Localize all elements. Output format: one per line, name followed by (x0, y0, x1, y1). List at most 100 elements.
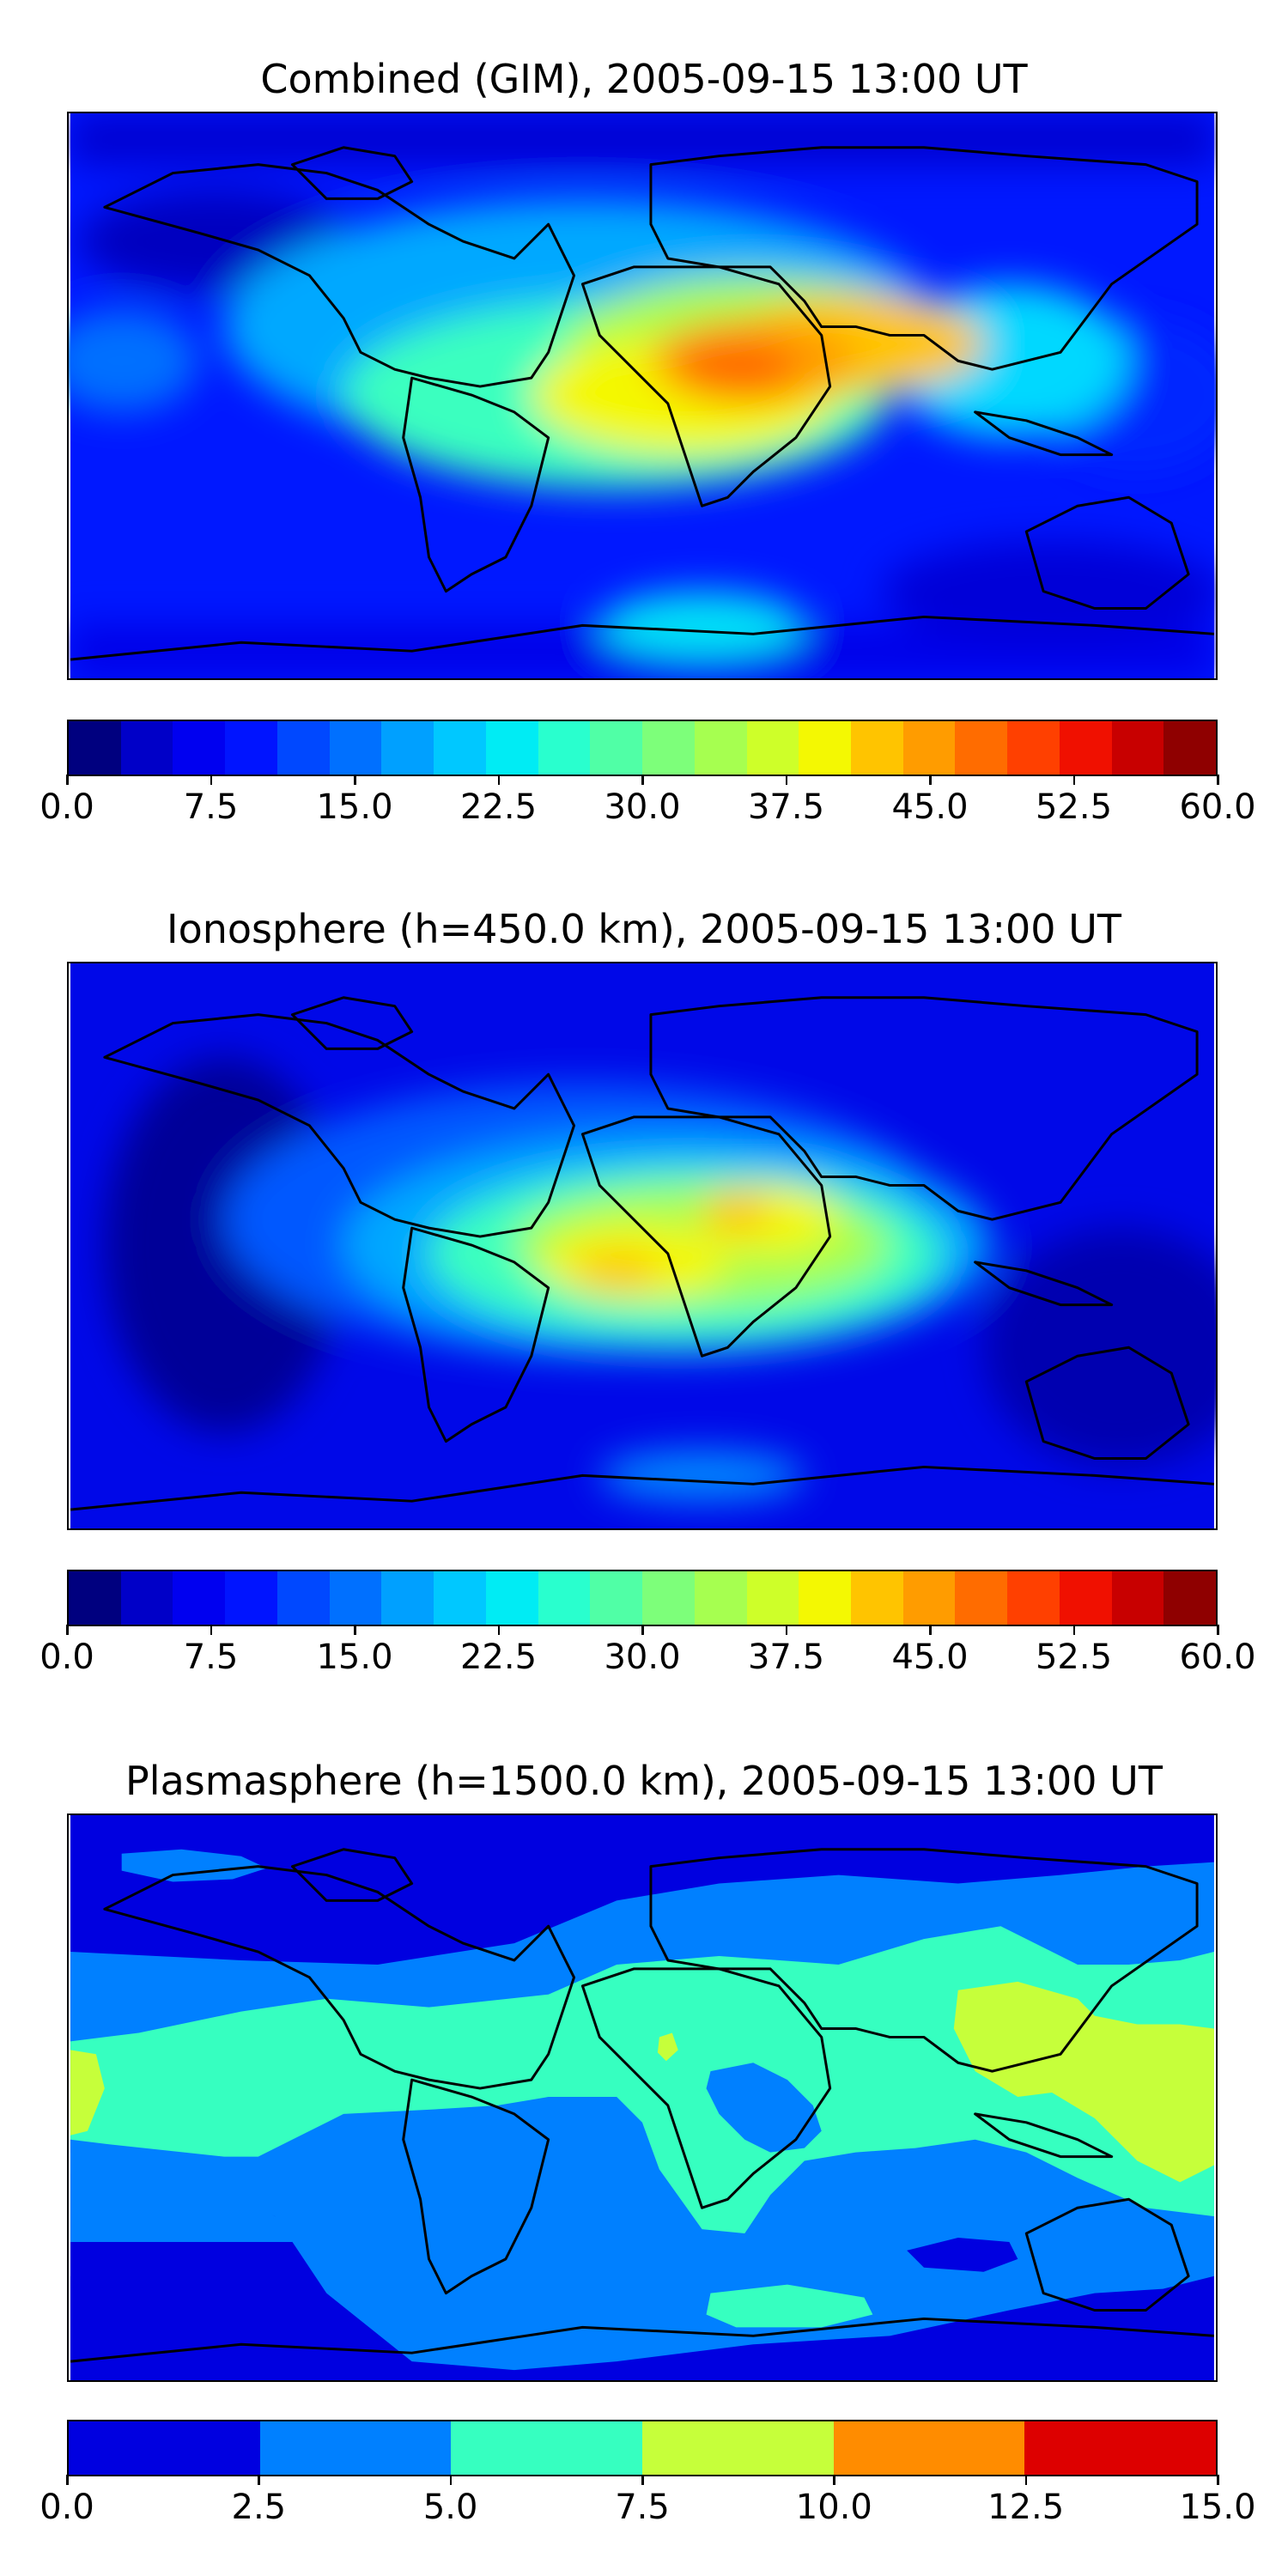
colorbar-1-bin (799, 721, 852, 775)
colorbar-3-bin (833, 2421, 1025, 2475)
ionosphere-map-svg (70, 963, 1216, 1528)
colorbar-2-bin (329, 1571, 382, 1625)
colorbar-2-ticks: 0.0 7.5 15.0 22.5 30.0 37.5 45.0 52.5 60.0 (39, 1625, 1256, 1677)
tick-mark (1217, 1625, 1219, 1635)
colorbar-3-bin (642, 2421, 834, 2475)
colorbar-2-bin (1007, 1571, 1060, 1625)
colorbar-3-bin (1024, 2421, 1217, 2475)
tick-label: 7.5 (183, 787, 239, 827)
colorbar-1-bin (1059, 721, 1112, 775)
tick-label: 52.5 (1035, 1637, 1113, 1677)
tick-label: 0.0 (39, 1637, 94, 1677)
colorbar-3 (67, 2420, 1218, 2476)
colorbar-2-bin (434, 1571, 486, 1625)
tick-mark (641, 2475, 644, 2485)
panel-1-title: Combined (GIM), 2005-09-15 13:00 UT (260, 56, 1028, 102)
colorbar-3-bin (451, 2421, 643, 2475)
colorbar-2-bin (590, 1571, 643, 1625)
plasmasphere-map-svg (70, 1815, 1215, 2380)
tick-mark (449, 2475, 453, 2485)
coastlines (70, 996, 1215, 1511)
tick-label: 37.5 (747, 1637, 825, 1677)
colorbar-2-bin (120, 1571, 173, 1625)
colorbar-2-bin (799, 1571, 852, 1625)
tick-mark (1024, 2475, 1028, 2485)
colorbar-1-bin (851, 721, 903, 775)
colorbar-1-bin (694, 721, 747, 775)
colorbar-2 (67, 1570, 1218, 1626)
colorbar-2-bin (225, 1571, 277, 1625)
tick-label: 5.0 (422, 2488, 478, 2527)
colorbar-2-bin (955, 1571, 1008, 1625)
colorbar-1-bin (381, 721, 434, 775)
colorbar-2-bin (746, 1571, 799, 1625)
colorbar-2-bin (485, 1571, 538, 1625)
tick-mark (66, 775, 69, 785)
tick-label: 22.5 (459, 787, 538, 827)
colorbar-1-bin (485, 721, 538, 775)
colorbar-1-bin (225, 721, 277, 775)
colorbar-2-bin (173, 1571, 226, 1625)
tick-label: 15.0 (1179, 2488, 1256, 2527)
tick-label: 15.0 (316, 1637, 393, 1677)
tick-label: 60.0 (1179, 1637, 1256, 1677)
tick-mark (497, 1625, 500, 1635)
tick-label: 30.0 (604, 1637, 681, 1677)
tick-label: 52.5 (1035, 787, 1113, 827)
colorbar-1-ticks: 0.0 7.5 15.0 22.5 30.0 37.5 45.0 52.5 60.0 (39, 775, 1256, 827)
tick-label: 37.5 (747, 787, 825, 827)
tick-mark (258, 2475, 260, 2485)
tick-mark (641, 1625, 644, 1635)
colorbar-2-bin (851, 1571, 903, 1625)
tick-label: 60.0 (1179, 787, 1256, 827)
tick-mark (1217, 2475, 1219, 2485)
tick-mark (641, 775, 644, 785)
colorbar-2-bin (902, 1571, 956, 1625)
colorbar-1-bin (642, 721, 695, 775)
tick-mark (785, 775, 787, 785)
tick-mark (1072, 775, 1075, 785)
colorbar-1-bin (173, 721, 226, 775)
tick-label: 45.0 (891, 787, 969, 827)
colorbar-3-ticks: 0.0 2.5 5.0 7.5 10.0 12.5 15.0 (39, 2475, 1256, 2527)
tick-label: 0.0 (39, 787, 94, 827)
plasmasphere-map (67, 1814, 1218, 2382)
colorbar-1-bin (590, 721, 643, 775)
tick-label: 12.5 (987, 2488, 1065, 2527)
colorbar-1 (67, 720, 1218, 776)
colorbar-1-bin (1163, 721, 1217, 775)
colorbar-2-bin (276, 1571, 330, 1625)
tick-mark (354, 775, 356, 785)
tick-mark (833, 2475, 835, 2485)
tick-label: 15.0 (316, 787, 393, 827)
tick-mark (929, 775, 932, 785)
colorbar-1-bin (329, 721, 382, 775)
tick-label: 0.0 (39, 2488, 94, 2527)
coastlines (70, 1848, 1215, 2363)
colorbar-2-bin (694, 1571, 747, 1625)
colorbar-2-bin (69, 1571, 121, 1625)
tick-label: 10.0 (795, 2488, 872, 2527)
tick-mark (1217, 775, 1219, 785)
combined-gim-map (67, 112, 1218, 680)
tick-label: 7.5 (183, 1637, 239, 1677)
tick-mark (929, 1625, 932, 1635)
colorbar-3-bin (259, 2421, 452, 2475)
colorbar-1-bin (538, 721, 591, 775)
tick-mark (66, 2475, 69, 2485)
colorbar-2-bin (538, 1571, 591, 1625)
tick-mark (785, 1625, 787, 1635)
colorbar-1-bin (902, 721, 956, 775)
colorbar-1-bin (746, 721, 799, 775)
colorbar-3-bin (69, 2421, 260, 2475)
tick-mark (354, 1625, 356, 1635)
colorbar-2-bin (1111, 1571, 1164, 1625)
tick-mark (210, 775, 212, 785)
tick-label: 30.0 (604, 787, 681, 827)
tick-mark (1072, 1625, 1075, 1635)
colorbar-1-bin (955, 721, 1008, 775)
colorbar-2-bin (1059, 1571, 1112, 1625)
colorbar-2-bin (1163, 1571, 1217, 1625)
tick-mark (210, 1625, 212, 1635)
coastlines (70, 146, 1215, 661)
